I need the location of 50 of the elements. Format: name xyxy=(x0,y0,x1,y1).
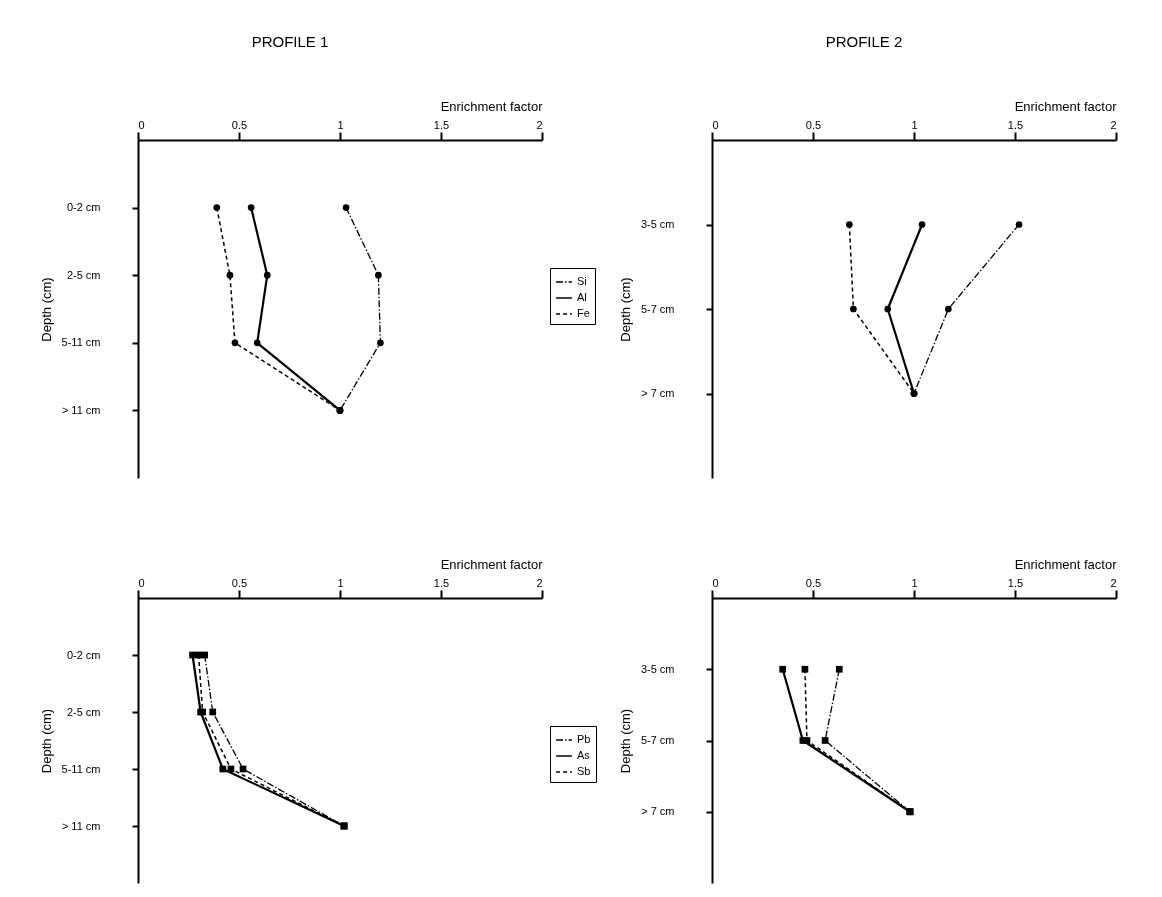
legend-label: As xyxy=(577,749,591,761)
x-tick-label: 0.5 xyxy=(805,576,822,589)
legend-label: Pb xyxy=(577,733,591,745)
legend-label: Fe xyxy=(577,307,590,319)
x-axis-title: Enrichment factor xyxy=(1014,556,1118,572)
legend-label: Si xyxy=(577,275,587,287)
legend-label: Sb xyxy=(577,765,591,777)
x-tick-label: 1 xyxy=(911,576,918,589)
x-tick-label: 0 xyxy=(712,118,719,131)
y-tick-label: > 7 cm xyxy=(641,387,675,399)
x-tick-label: 0 xyxy=(712,576,719,589)
y-tick-label: 0-2 cm xyxy=(66,648,101,661)
y-tick-label: 2-5 cm xyxy=(66,705,101,718)
y-tick-label: > 11 cm xyxy=(61,403,101,416)
x-axis-title: Enrichment factor xyxy=(440,98,544,114)
x-axis-title: Enrichment factor xyxy=(1014,98,1118,114)
y-tick-label: > 7 cm xyxy=(641,805,675,818)
x-tick-label: 2 xyxy=(536,118,543,131)
x-tick-label: 0.5 xyxy=(231,576,248,589)
legend-label: Al xyxy=(577,291,587,303)
x-tick-label: 0 xyxy=(138,576,145,589)
x-tick-label: 1 xyxy=(337,576,344,589)
x-tick-label: 2 xyxy=(536,576,543,589)
x-tick-label: 2 xyxy=(1110,576,1117,589)
x-tick-label: 0.5 xyxy=(231,118,248,131)
chart-title: PROFILE 2 xyxy=(825,33,903,50)
x-tick-label: 0 xyxy=(138,118,145,131)
x-tick-label: 1 xyxy=(911,118,918,131)
y-axis-title: Depth (cm) xyxy=(38,708,54,774)
x-tick-label: 2 xyxy=(1110,118,1117,131)
y-tick-label: 5-11 cm xyxy=(61,336,101,349)
y-tick-label: > 11 cm xyxy=(61,819,101,832)
y-axis-title: Depth (cm) xyxy=(617,277,633,342)
y-tick-label: 5-11 cm xyxy=(61,762,101,775)
x-tick-label: 0.5 xyxy=(805,118,822,131)
chart-title: PROFILE 1 xyxy=(251,33,329,50)
y-tick-label: 2-5 cm xyxy=(66,268,101,281)
x-tick-label: 1 xyxy=(337,118,344,131)
y-tick-label: 3-5 cm xyxy=(640,662,675,675)
y-tick-label: 3-5 cm xyxy=(640,218,675,230)
y-axis-title: Depth (cm) xyxy=(617,708,633,774)
x-tick-label: 1.5 xyxy=(433,118,450,131)
y-tick-label: 5-7 cm xyxy=(640,734,675,746)
x-axis-title: Enrichment factor xyxy=(440,556,544,572)
y-axis-title: Depth (cm) xyxy=(38,277,54,342)
x-tick-label: 1.5 xyxy=(1007,118,1024,131)
y-tick-label: 0-2 cm xyxy=(66,201,101,214)
x-tick-label: 1.5 xyxy=(433,576,450,589)
y-tick-label: 5-7 cm xyxy=(640,302,675,315)
x-tick-label: 1.5 xyxy=(1007,576,1024,589)
